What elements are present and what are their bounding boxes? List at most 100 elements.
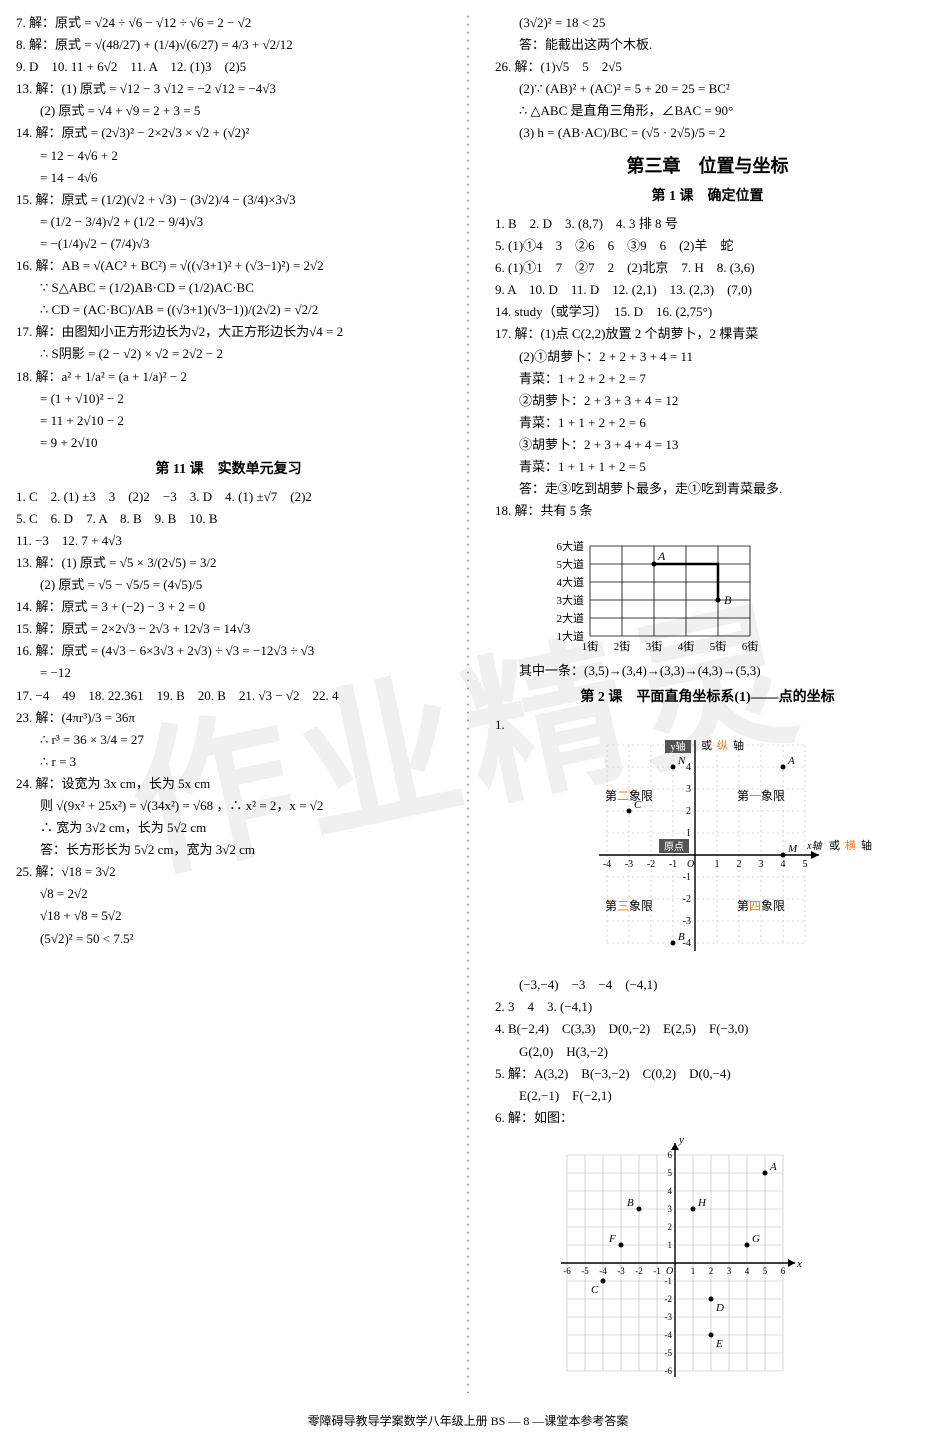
problem-18a: 18. 解：a² + 1/a² = (a + 1/a)² − 2 (16, 366, 441, 388)
c14: 18. 解：共有 5 条 (495, 500, 920, 522)
svg-text:B: B (627, 1197, 634, 1209)
cont-25-1: (3√2)² = 18 < 25 (495, 12, 920, 34)
c10: 青菜：1 + 1 + 2 + 2 = 6 (495, 412, 920, 434)
c15: 其中一条：(3,5)→(3,4)→(3,3)→(4,3)→(5,3) (495, 660, 920, 682)
c12: 青菜：1 + 1 + 1 + 2 = 5 (495, 456, 920, 478)
review-16a: 16. 解：原式 = (4√3 − 6×3√3 + 2√3) ÷ √3 = −1… (16, 640, 441, 662)
column-divider (465, 12, 471, 1397)
problem-13-1: 13. 解：(1) 原式 = √12 − 3 √12 = −2 √12 = −4… (16, 78, 441, 100)
svg-text:-6: -6 (665, 1366, 673, 1376)
coord-plane-svg: -4-3-2-112345-4-3-2-112345Oy轴或纵轴x轴或横轴原点第… (535, 740, 875, 970)
svg-text:4街: 4街 (678, 639, 695, 653)
svg-text:C: C (634, 799, 642, 811)
svg-text:2: 2 (709, 1266, 714, 1276)
problem-14c: = 14 − 4√6 (16, 167, 441, 189)
svg-text:E: E (715, 1338, 723, 1350)
svg-text:6: 6 (668, 1150, 673, 1160)
page-footer: 零障碍导教导学案数学八年级上册 BS — 8 —课堂本参考答案 (16, 1411, 920, 1431)
svg-text:O: O (666, 1266, 673, 1277)
p5: 6. 解：如图： (495, 1107, 920, 1129)
svg-text:第一象限: 第一象限 (737, 789, 785, 803)
svg-text:-5: -5 (581, 1266, 589, 1276)
svg-text:x: x (796, 1258, 802, 1270)
svg-text:纵: 纵 (717, 740, 728, 752)
svg-text:6大道: 6大道 (557, 539, 585, 553)
svg-text:-2: -2 (635, 1266, 643, 1276)
lesson-11-title: 第 11 课 实数单元复习 (16, 458, 441, 482)
svg-text:原点: 原点 (664, 841, 684, 853)
svg-text:横: 横 (845, 838, 856, 852)
svg-text:A: A (769, 1161, 777, 1173)
svg-text:3: 3 (759, 859, 764, 870)
problem-18d: = 9 + 2√10 (16, 432, 441, 454)
problem-16b: ∵ S△ABC = (1/2)AB·CD = (1/2)AC·BC (16, 277, 441, 299)
cont-25-2: 答：能截出这两个木板. (495, 34, 920, 56)
svg-text:5街: 5街 (710, 639, 727, 653)
svg-text:1街: 1街 (582, 639, 599, 653)
points-svg: -6-5-4-3-2-1123456-6-5-4-3-2-1123456OxyA… (535, 1133, 815, 1393)
review-24c: ∴ 宽为 3√2 cm，长为 5√2 cm (16, 817, 441, 839)
c5: 14. study（或学习） 15. D 16. (2,75°) (495, 301, 920, 323)
review-1-4: 1. C 2. (1) ±3 3 (2)2 −3 3. D 4. (1) ±√7… (16, 486, 441, 508)
svg-text:A: A (657, 549, 666, 563)
svg-text:B: B (678, 931, 685, 943)
svg-text:-4: -4 (603, 859, 611, 870)
svg-text:2街: 2街 (614, 639, 631, 653)
svg-text:1: 1 (668, 1240, 673, 1250)
svg-text:轴: 轴 (733, 740, 744, 752)
svg-text:-1: -1 (683, 872, 691, 883)
svg-text:1: 1 (691, 1266, 696, 1276)
svg-text:1大道: 1大道 (557, 629, 585, 643)
svg-text:D: D (715, 1302, 724, 1314)
svg-text:G: G (752, 1233, 760, 1245)
problem-15a: 15. 解：原式 = (1/2)(√2 + √3) − (3√2)/4 − (3… (16, 189, 441, 211)
problem-17a: 17. 解：由图知小正方形边长为√2，大正方形边长为√4 = 2 (16, 321, 441, 343)
review-25b: √8 = 2√2 (16, 883, 441, 905)
points-diagram-6: -6-5-4-3-2-1123456-6-5-4-3-2-1123456OxyA… (535, 1133, 920, 1393)
problem-8: 8. 解：原式 = √(48/27) + (1/4)√(6/27) = 4/3 … (16, 34, 441, 56)
problem-18b: = (1 + √10)² − 2 (16, 388, 441, 410)
problem-14a: 14. 解：原式 = (2√3)² − 2×2√3 × √2 + (√2)² (16, 122, 441, 144)
p4b: E(2,−1) F(−2,1) (495, 1085, 920, 1107)
svg-text:4: 4 (745, 1266, 750, 1276)
svg-text:-2: -2 (665, 1294, 673, 1304)
review-24a: 24. 解：设宽为 3x cm，长为 5x cm (16, 773, 441, 795)
svg-text:-2: -2 (683, 894, 691, 905)
problem-16a: 16. 解：AB = √(AC² + BC²) = √((√3+1)² + (√… (16, 255, 441, 277)
svg-text:4: 4 (668, 1186, 673, 1196)
svg-text:5大道: 5大道 (557, 557, 585, 571)
c13: 答：走③吃到胡萝卜最多，走①吃到青菜最多. (495, 478, 920, 500)
review-5-10: 5. C 6. D 7. A 8. B 9. B 10. B (16, 508, 441, 530)
svg-text:-3: -3 (617, 1266, 625, 1276)
svg-text:-3: -3 (625, 859, 633, 870)
svg-text:y: y (678, 1134, 684, 1146)
svg-text:C: C (591, 1284, 599, 1296)
svg-text:3: 3 (668, 1204, 673, 1214)
svg-text:-5: -5 (665, 1348, 673, 1358)
c3: 6. (1)①1 7 ②7 2 (2)北京 7. H 8. (3,6) (495, 257, 920, 279)
svg-text:3街: 3街 (646, 639, 663, 653)
svg-text:1: 1 (686, 828, 691, 839)
svg-text:或: 或 (701, 740, 712, 752)
review-17-22: 17. −4 49 18. 22.361 19. B 20. B 21. √3 … (16, 685, 441, 707)
review-13b: (2) 原式 = √5 − √5/5 = (4√5)/5 (16, 574, 441, 596)
p3b: G(2,0) H(3,−2) (495, 1041, 920, 1063)
review-11-12: 11. −3 12. 7 + 4√3 (16, 530, 441, 552)
svg-text:y轴: y轴 (671, 740, 686, 753)
right-column: (3√2)² = 18 < 25 答：能截出这两个木板. 26. 解：(1)√5… (495, 12, 920, 1397)
svg-text:4大道: 4大道 (557, 575, 585, 589)
svg-text:6: 6 (781, 1266, 786, 1276)
review-25d: (5√2)² = 50 < 7.5² (16, 928, 441, 950)
svg-text:-6: -6 (563, 1266, 571, 1276)
c8: 青菜：1 + 2 + 2 + 2 = 7 (495, 368, 920, 390)
c6: 17. 解：(1)点 C(2,2)放置 2 个胡萝卜，2 棵青菜 (495, 323, 920, 345)
problems-9-12: 9. D 10. 11 + 6√2 11. A 12. (1)3 (2)5 (16, 56, 441, 78)
review-25a: 25. 解：√18 = 3√2 (16, 861, 441, 883)
problem-15b: = (1/2 − 3/4)√2 + (1/2 − 9/4)√3 (16, 211, 441, 233)
svg-text:x轴: x轴 (806, 840, 822, 852)
p3: 4. B(−2,4) C(3,3) D(0,−2) E(2,5) F(−3,0) (495, 1018, 920, 1040)
svg-text:-4: -4 (599, 1266, 607, 1276)
svg-text:3: 3 (727, 1266, 732, 1276)
svg-text:6街: 6街 (742, 639, 759, 653)
problem-26d: (3) h = (AB·AC)/BC = (√5 · 2√5)/5 = 2 (495, 122, 920, 144)
